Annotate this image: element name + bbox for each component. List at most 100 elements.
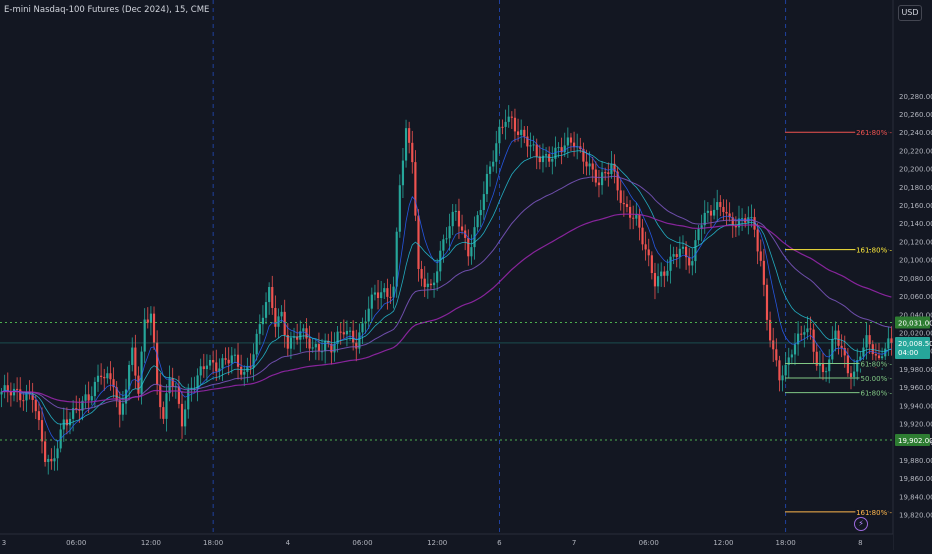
candle[interactable]: [236, 342, 240, 380]
candle[interactable]: [706, 202, 709, 223]
candle[interactable]: [208, 354, 212, 370]
candle[interactable]: [516, 118, 520, 142]
candle[interactable]: [65, 407, 68, 435]
candle[interactable]: [464, 224, 467, 251]
candle[interactable]: [563, 132, 566, 157]
candle[interactable]: [215, 349, 218, 381]
candle[interactable]: [663, 266, 666, 288]
candle[interactable]: [837, 325, 840, 355]
candle[interactable]: [115, 381, 118, 408]
candle[interactable]: [647, 238, 650, 267]
candle[interactable]: [317, 332, 321, 361]
candle[interactable]: [184, 400, 187, 435]
candle[interactable]: [420, 260, 423, 287]
candle[interactable]: [233, 348, 237, 363]
candle[interactable]: [196, 368, 199, 402]
candle[interactable]: [874, 343, 877, 369]
candle[interactable]: [224, 347, 227, 365]
candle[interactable]: [619, 179, 622, 211]
candle[interactable]: [831, 326, 834, 364]
candle[interactable]: [762, 248, 765, 297]
candle[interactable]: [352, 320, 355, 351]
candle[interactable]: [498, 119, 501, 154]
price-level-tag[interactable]: [895, 433, 930, 446]
candle[interactable]: [797, 321, 800, 356]
candle[interactable]: [221, 353, 224, 382]
candle[interactable]: [532, 135, 535, 152]
candle[interactable]: [31, 382, 34, 413]
candle[interactable]: [681, 235, 685, 254]
candle[interactable]: [560, 137, 563, 165]
candle[interactable]: [84, 384, 87, 410]
candle[interactable]: [781, 365, 784, 392]
candle[interactable]: [230, 347, 233, 374]
candle[interactable]: [149, 306, 152, 336]
candle[interactable]: [333, 332, 336, 362]
candle[interactable]: [507, 105, 510, 128]
candle[interactable]: [613, 154, 616, 184]
candle[interactable]: [856, 348, 859, 381]
candle[interactable]: [709, 204, 713, 228]
candle[interactable]: [255, 329, 258, 361]
candle[interactable]: [728, 202, 731, 222]
candle[interactable]: [205, 354, 209, 382]
candle[interactable]: [719, 195, 722, 217]
candle[interactable]: [877, 342, 881, 364]
candle[interactable]: [44, 431, 47, 467]
candle[interactable]: [22, 393, 25, 411]
candle[interactable]: [548, 146, 551, 167]
candle[interactable]: [286, 323, 289, 357]
candle[interactable]: [594, 161, 597, 187]
candle[interactable]: [342, 319, 345, 339]
candle[interactable]: [9, 382, 12, 407]
candle[interactable]: [840, 334, 843, 358]
candle[interactable]: [93, 377, 96, 408]
candle[interactable]: [485, 164, 489, 202]
candle[interactable]: [825, 367, 828, 382]
candle[interactable]: [168, 365, 171, 402]
candle[interactable]: [336, 326, 339, 353]
candle[interactable]: [432, 272, 436, 298]
candle[interactable]: [311, 338, 314, 353]
candle[interactable]: [274, 295, 277, 338]
candle[interactable]: [6, 372, 9, 403]
candle[interactable]: [457, 198, 461, 239]
candle[interactable]: [429, 279, 433, 290]
candle[interactable]: [268, 282, 271, 315]
candle[interactable]: [345, 320, 349, 347]
candle[interactable]: [591, 156, 594, 182]
candle[interactable]: [271, 275, 274, 315]
candle[interactable]: [159, 372, 162, 419]
candle[interactable]: [264, 292, 268, 325]
price-level-tag[interactable]: [895, 316, 930, 329]
candle[interactable]: [361, 317, 364, 345]
candle[interactable]: [803, 325, 806, 348]
candle[interactable]: [367, 296, 370, 329]
candle[interactable]: [541, 143, 545, 173]
candle[interactable]: [467, 229, 470, 266]
candle[interactable]: [793, 333, 797, 366]
candle[interactable]: [454, 204, 457, 221]
candle[interactable]: [510, 111, 513, 130]
candle[interactable]: [479, 199, 482, 228]
candle[interactable]: [296, 323, 299, 345]
candle[interactable]: [488, 161, 492, 187]
candle[interactable]: [523, 126, 526, 144]
candle[interactable]: [520, 119, 523, 148]
candle[interactable]: [124, 378, 128, 415]
candle[interactable]: [800, 325, 803, 341]
current-price-tag[interactable]: [895, 336, 930, 359]
candle[interactable]: [632, 205, 635, 230]
candle[interactable]: [376, 280, 380, 310]
candle[interactable]: [212, 350, 215, 375]
candle[interactable]: [604, 167, 607, 181]
candle[interactable]: [383, 283, 386, 300]
candle[interactable]: [585, 149, 588, 176]
candle[interactable]: [50, 448, 53, 470]
candle[interactable]: [380, 280, 383, 309]
candle[interactable]: [100, 363, 103, 385]
candle[interactable]: [769, 311, 772, 348]
candle[interactable]: [859, 351, 862, 373]
time-axis[interactable]: [0, 534, 893, 550]
candle[interactable]: [600, 161, 604, 195]
